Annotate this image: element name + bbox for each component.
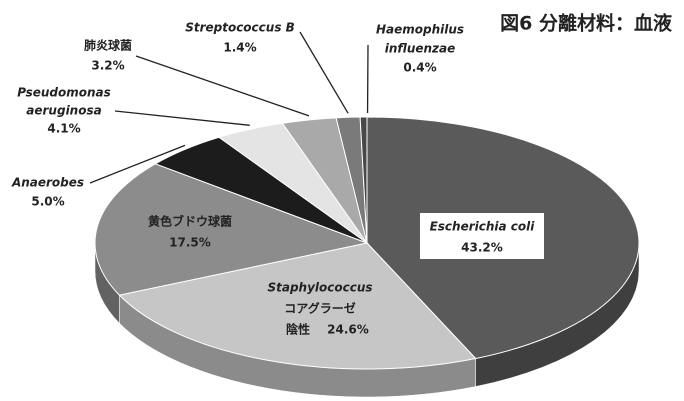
category-label: Anaerobes xyxy=(11,176,84,190)
value-label: 0.4% xyxy=(403,61,436,75)
value-label: 43.2% xyxy=(461,241,503,255)
leader-line xyxy=(135,55,310,117)
pie-tops xyxy=(94,116,640,370)
leader-line xyxy=(89,144,186,184)
value-label: 1.4% xyxy=(223,41,256,55)
category-label: 肺炎球菌 xyxy=(84,38,132,53)
labels: Escherichia coli 43.2% Staphylococcus コアグラー… xyxy=(11,21,544,337)
label-box xyxy=(420,213,544,259)
value-label: 24.6% xyxy=(327,323,369,337)
value-label: 4.1% xyxy=(47,122,80,136)
category-label: 陰性 xyxy=(286,322,310,337)
category-label: 黄色ブドウ球菌 xyxy=(148,214,232,229)
category-label: Haemophilus xyxy=(376,23,464,37)
leader-line xyxy=(114,110,250,126)
category-label: コアグラーゼ xyxy=(284,301,355,316)
category-label: influenzae xyxy=(385,42,456,56)
category-label: Escherichia coli xyxy=(430,220,536,234)
leader-line xyxy=(299,31,349,114)
category-label: Streptococcus B xyxy=(185,21,295,35)
pie-slice xyxy=(94,163,369,296)
category-label: Pseudomonas xyxy=(17,86,111,100)
category-label: Staphylococcus xyxy=(267,281,372,295)
category-label: aeruginosa xyxy=(26,104,101,118)
pie-slice xyxy=(118,242,477,370)
value-label: 5.0% xyxy=(31,195,64,209)
value-label: 17.5% xyxy=(169,236,211,250)
value-label: 3.2% xyxy=(91,59,124,73)
chart-title: 図6 分離材料：血液 xyxy=(500,12,673,35)
pie-slice xyxy=(359,116,368,244)
